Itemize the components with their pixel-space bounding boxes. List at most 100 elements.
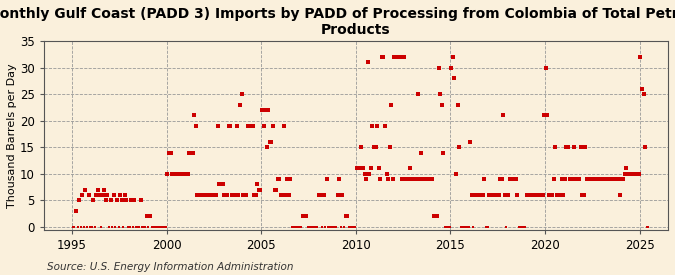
Point (534, 193, 545, 197)
Point (337, 193, 348, 197)
Point (384, 145, 395, 149)
Point (223, 124, 234, 128)
Point (292, 225, 302, 229)
Point (522, 193, 533, 197)
Point (200, 193, 211, 197)
Point (621, 166, 632, 171)
Point (539, 113, 549, 118)
Point (410, 177, 421, 181)
Point (408, 177, 418, 181)
Point (599, 177, 610, 181)
Point (541, 65, 551, 70)
Text: Source: U.S. Energy Information Administration: Source: U.S. Energy Information Administ… (47, 262, 294, 272)
Point (448, 55, 458, 59)
Point (184, 150, 195, 155)
Point (479, 177, 490, 181)
Point (353, 166, 364, 171)
Point (157, 225, 168, 229)
Point (228, 193, 239, 197)
Point (230, 193, 240, 197)
Point (422, 177, 433, 181)
Point (531, 193, 542, 197)
Point (593, 177, 603, 181)
Point (533, 193, 543, 197)
Point (227, 193, 238, 197)
Point (239, 193, 250, 197)
Point (92, 188, 103, 192)
Point (633, 172, 644, 176)
Point (225, 124, 236, 128)
Point (173, 172, 184, 176)
Point (520, 225, 531, 229)
Point (444, 225, 455, 229)
Point (250, 193, 261, 197)
Point (320, 225, 331, 229)
Y-axis label: Thousand Barrels per Day: Thousand Barrels per Day (7, 63, 17, 208)
Point (586, 177, 597, 181)
Point (244, 124, 254, 128)
Point (137, 225, 148, 229)
Point (97, 193, 108, 197)
Point (143, 225, 154, 229)
Point (603, 177, 614, 181)
Point (146, 225, 157, 229)
Point (129, 198, 140, 202)
Point (255, 188, 266, 192)
Point (192, 193, 202, 197)
Point (498, 113, 509, 118)
Point (271, 188, 281, 192)
Point (203, 193, 214, 197)
Point (170, 172, 181, 176)
Point (233, 193, 244, 197)
Point (72, 225, 83, 229)
Point (626, 172, 637, 176)
Point (470, 193, 481, 197)
Point (268, 124, 279, 128)
Point (471, 193, 482, 197)
Point (102, 193, 113, 197)
Point (612, 177, 622, 181)
Point (187, 150, 198, 155)
Point (482, 225, 493, 229)
Point (310, 225, 321, 229)
Point (260, 108, 271, 112)
Point (462, 225, 472, 229)
Point (109, 193, 119, 197)
Point (624, 172, 634, 176)
Point (524, 193, 535, 197)
Point (435, 92, 446, 96)
Point (514, 225, 524, 229)
Point (616, 177, 627, 181)
Point (583, 177, 594, 181)
Title: Monthly Gulf Coast (PADD 3) Imports by PADD of Processing from Colombia of Total: Monthly Gulf Coast (PADD 3) Imports by P… (0, 7, 675, 37)
Point (570, 177, 581, 181)
Point (242, 124, 253, 128)
Point (477, 193, 488, 197)
Point (232, 124, 242, 128)
Point (639, 92, 649, 96)
Point (263, 108, 274, 112)
Point (69, 225, 80, 229)
Point (317, 225, 327, 229)
Point (325, 225, 335, 229)
Point (99, 188, 110, 192)
Point (167, 172, 178, 176)
Point (351, 166, 362, 171)
Point (156, 225, 167, 229)
Point (130, 225, 141, 229)
Point (189, 113, 200, 118)
Point (504, 177, 515, 181)
Point (344, 225, 354, 229)
Point (161, 225, 171, 229)
Point (558, 193, 568, 197)
Point (153, 225, 163, 229)
Point (287, 225, 298, 229)
Point (548, 177, 559, 181)
Point (436, 103, 447, 107)
Point (151, 225, 162, 229)
Point (490, 193, 501, 197)
Point (248, 193, 259, 197)
Point (595, 177, 606, 181)
Point (386, 103, 397, 107)
Point (254, 188, 265, 192)
